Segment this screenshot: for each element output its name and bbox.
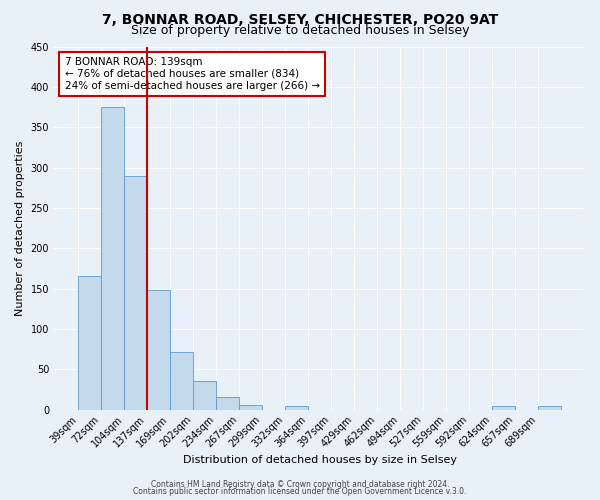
Bar (170, 352, 193, 410)
Bar (193, 382, 216, 409)
Bar (285, 406, 308, 409)
Text: Contains public sector information licensed under the Open Government Licence v.: Contains public sector information licen… (133, 487, 467, 496)
Bar (101, 107, 124, 410)
Bar (216, 398, 239, 409)
Bar (538, 406, 561, 410)
Bar (124, 176, 147, 410)
Text: 7 BONNAR ROAD: 139sqm
← 76% of detached houses are smaller (834)
24% of semi-det: 7 BONNAR ROAD: 139sqm ← 76% of detached … (65, 58, 320, 90)
Bar (239, 404, 262, 409)
Y-axis label: Number of detached properties: Number of detached properties (15, 140, 25, 316)
Text: 7, BONNAR ROAD, SELSEY, CHICHESTER, PO20 9AT: 7, BONNAR ROAD, SELSEY, CHICHESTER, PO20… (102, 12, 498, 26)
Bar (78, 276, 101, 409)
Bar (147, 290, 170, 410)
Text: Contains HM Land Registry data © Crown copyright and database right 2024.: Contains HM Land Registry data © Crown c… (151, 480, 449, 489)
X-axis label: Distribution of detached houses by size in Selsey: Distribution of detached houses by size … (182, 455, 457, 465)
Bar (492, 406, 515, 410)
Text: Size of property relative to detached houses in Selsey: Size of property relative to detached ho… (131, 24, 469, 37)
